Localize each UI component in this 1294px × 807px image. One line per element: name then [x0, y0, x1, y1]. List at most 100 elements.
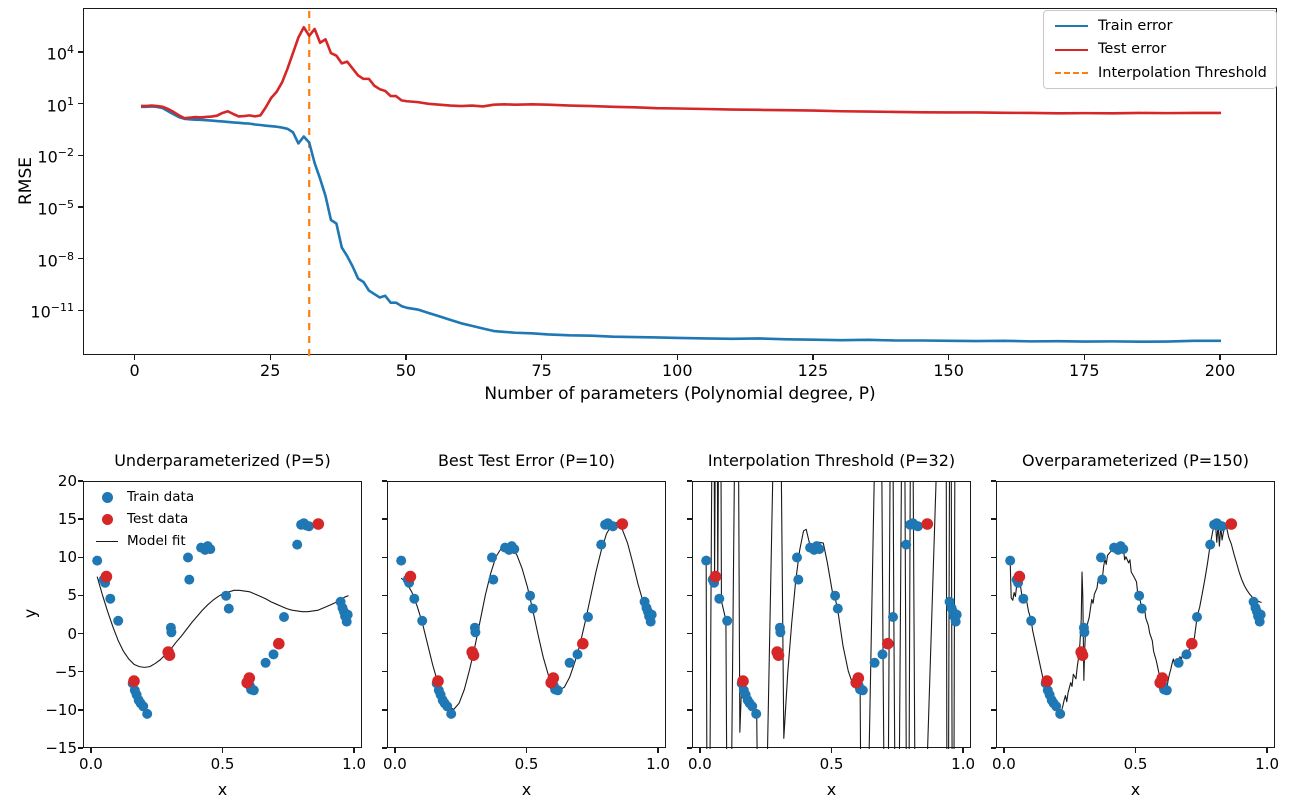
top-chart-canvas — [140, 9, 1222, 356]
test-data-point — [882, 637, 894, 650]
top-chart-x-tick-label: 200 — [1204, 361, 1236, 380]
test-data-point — [1013, 570, 1026, 583]
panel-y-tick — [687, 747, 692, 749]
top-chart-x-tick-label: 125 — [797, 361, 829, 380]
top-chart-y-tick — [78, 257, 83, 260]
train-data-point — [1055, 708, 1066, 719]
panel-y-tick-label: 15 — [57, 510, 77, 529]
test-data-point — [1225, 518, 1238, 530]
top-chart-y-tick-label: 10−2 — [37, 146, 74, 167]
panel-x-tick-label: 0.0 — [687, 755, 712, 773]
panel-y-tick — [687, 594, 692, 597]
panel-y-tick — [382, 632, 387, 635]
train-data-point — [793, 574, 804, 585]
panel-y-tick — [991, 709, 996, 711]
train-data-point — [1181, 649, 1192, 660]
top-chart-y-tick — [78, 154, 83, 156]
panel-interpolation-threshold-canvas — [701, 482, 962, 749]
train-data-point — [1097, 574, 1108, 585]
top-chart-x-tick-label: 0 — [129, 361, 140, 380]
top-chart-x-tick — [133, 355, 136, 360]
test-error-line — [140, 25, 1222, 120]
panel-overparameterized-canvas — [1005, 518, 1266, 719]
test-data-point — [404, 570, 417, 583]
panel-x-tick-label: 0.0 — [78, 755, 103, 773]
panel-y-tick-label: −10 — [45, 700, 77, 719]
panel-y-tick-label: −5 — [54, 662, 77, 681]
train-data-point — [442, 701, 453, 712]
top-chart-x-tick — [405, 355, 407, 360]
top-chart-y-tick — [78, 51, 83, 53]
panel-y-tick — [687, 709, 692, 711]
panel-x-tick — [962, 748, 964, 753]
train-data-point — [775, 627, 786, 638]
panel-y-tick — [382, 709, 387, 711]
train-data-point — [1118, 544, 1129, 555]
legend-label-model-fit: Model fit — [127, 533, 186, 549]
test-data-point — [616, 518, 629, 530]
panel-best-test-error-plot-area — [387, 481, 666, 748]
train-data-point — [877, 649, 888, 660]
train-data-point — [205, 544, 216, 555]
train-data-point — [1205, 539, 1216, 550]
train-data-point — [552, 685, 563, 696]
train-data-point — [1005, 555, 1016, 566]
top-chart-y-tick-label: 101 — [46, 94, 74, 116]
panel-x-tick — [353, 748, 355, 753]
train-data-point — [487, 552, 497, 563]
train-data-point — [527, 603, 538, 614]
train-data-point — [747, 701, 758, 712]
test-data-point — [547, 672, 560, 684]
train-data-point — [1136, 603, 1147, 614]
test-data-point — [852, 672, 865, 684]
legend-label-train-data: Train data — [127, 489, 195, 505]
panel-best-test-error-canvas — [396, 518, 657, 719]
top-chart-x-tick-label: 25 — [260, 361, 281, 380]
test-data-point — [772, 649, 785, 661]
top-chart-y-tick — [78, 309, 83, 311]
top-chart-x-tick — [812, 355, 814, 360]
top-chart-ylabel: RMSE — [16, 157, 36, 206]
train-error-line — [140, 105, 1222, 344]
panel-y-tick-label: −15 — [45, 739, 77, 757]
panel-x-tick — [1003, 748, 1005, 753]
panel-1-xlabel: x — [521, 780, 532, 799]
top-chart-y-tick-label: 10−5 — [37, 197, 74, 219]
panel-x-tick-label: 1.0 — [342, 755, 367, 773]
panel-y-tick — [78, 632, 83, 635]
panel-x-tick-label: 0.5 — [210, 755, 235, 773]
top-chart-x-tick-label: 175 — [1069, 361, 1100, 380]
train-data-point — [409, 593, 420, 604]
train-data-point — [92, 555, 103, 566]
panel-y-tick-label: 0 — [67, 624, 77, 643]
panel-x-tick — [1134, 748, 1137, 753]
panel-x-tick — [525, 748, 528, 753]
panel-overparameterized-plot-area — [996, 481, 1275, 748]
train-data-point — [857, 685, 868, 696]
top-chart-y-tick — [78, 206, 83, 208]
panel-underparameterized-canvas — [92, 518, 353, 719]
train-data-point — [525, 590, 536, 601]
train-data-point — [304, 521, 314, 532]
panel-interpolation-threshold-plot-area — [692, 481, 971, 749]
test-data-point — [921, 518, 934, 530]
train-data-point — [951, 609, 962, 620]
top-chart-x-tick-label: 100 — [662, 361, 693, 380]
panel-x-tick — [1266, 748, 1268, 753]
panel-y-tick — [382, 556, 387, 558]
train-data-point — [913, 521, 923, 532]
train-data-point — [396, 555, 407, 566]
train-data-point — [814, 544, 825, 555]
test-data-point — [467, 649, 480, 661]
panel-x-tick — [699, 748, 701, 753]
top-chart-legend: Train error Test error Interpolation Thr… — [1043, 10, 1277, 89]
panel-0-xlabel: x — [217, 780, 228, 799]
train-data-point — [751, 708, 762, 719]
train-data-point — [509, 544, 520, 555]
top-chart-x-tick-label: 150 — [933, 361, 964, 380]
panel-y-tick — [78, 594, 83, 597]
train-data-point — [1079, 627, 1090, 638]
top-chart-xlabel: Number of parameters (Polynomial degree,… — [484, 384, 876, 404]
legend-label-test-error: Test error — [1098, 41, 1167, 57]
panel-y-tick — [78, 518, 83, 520]
